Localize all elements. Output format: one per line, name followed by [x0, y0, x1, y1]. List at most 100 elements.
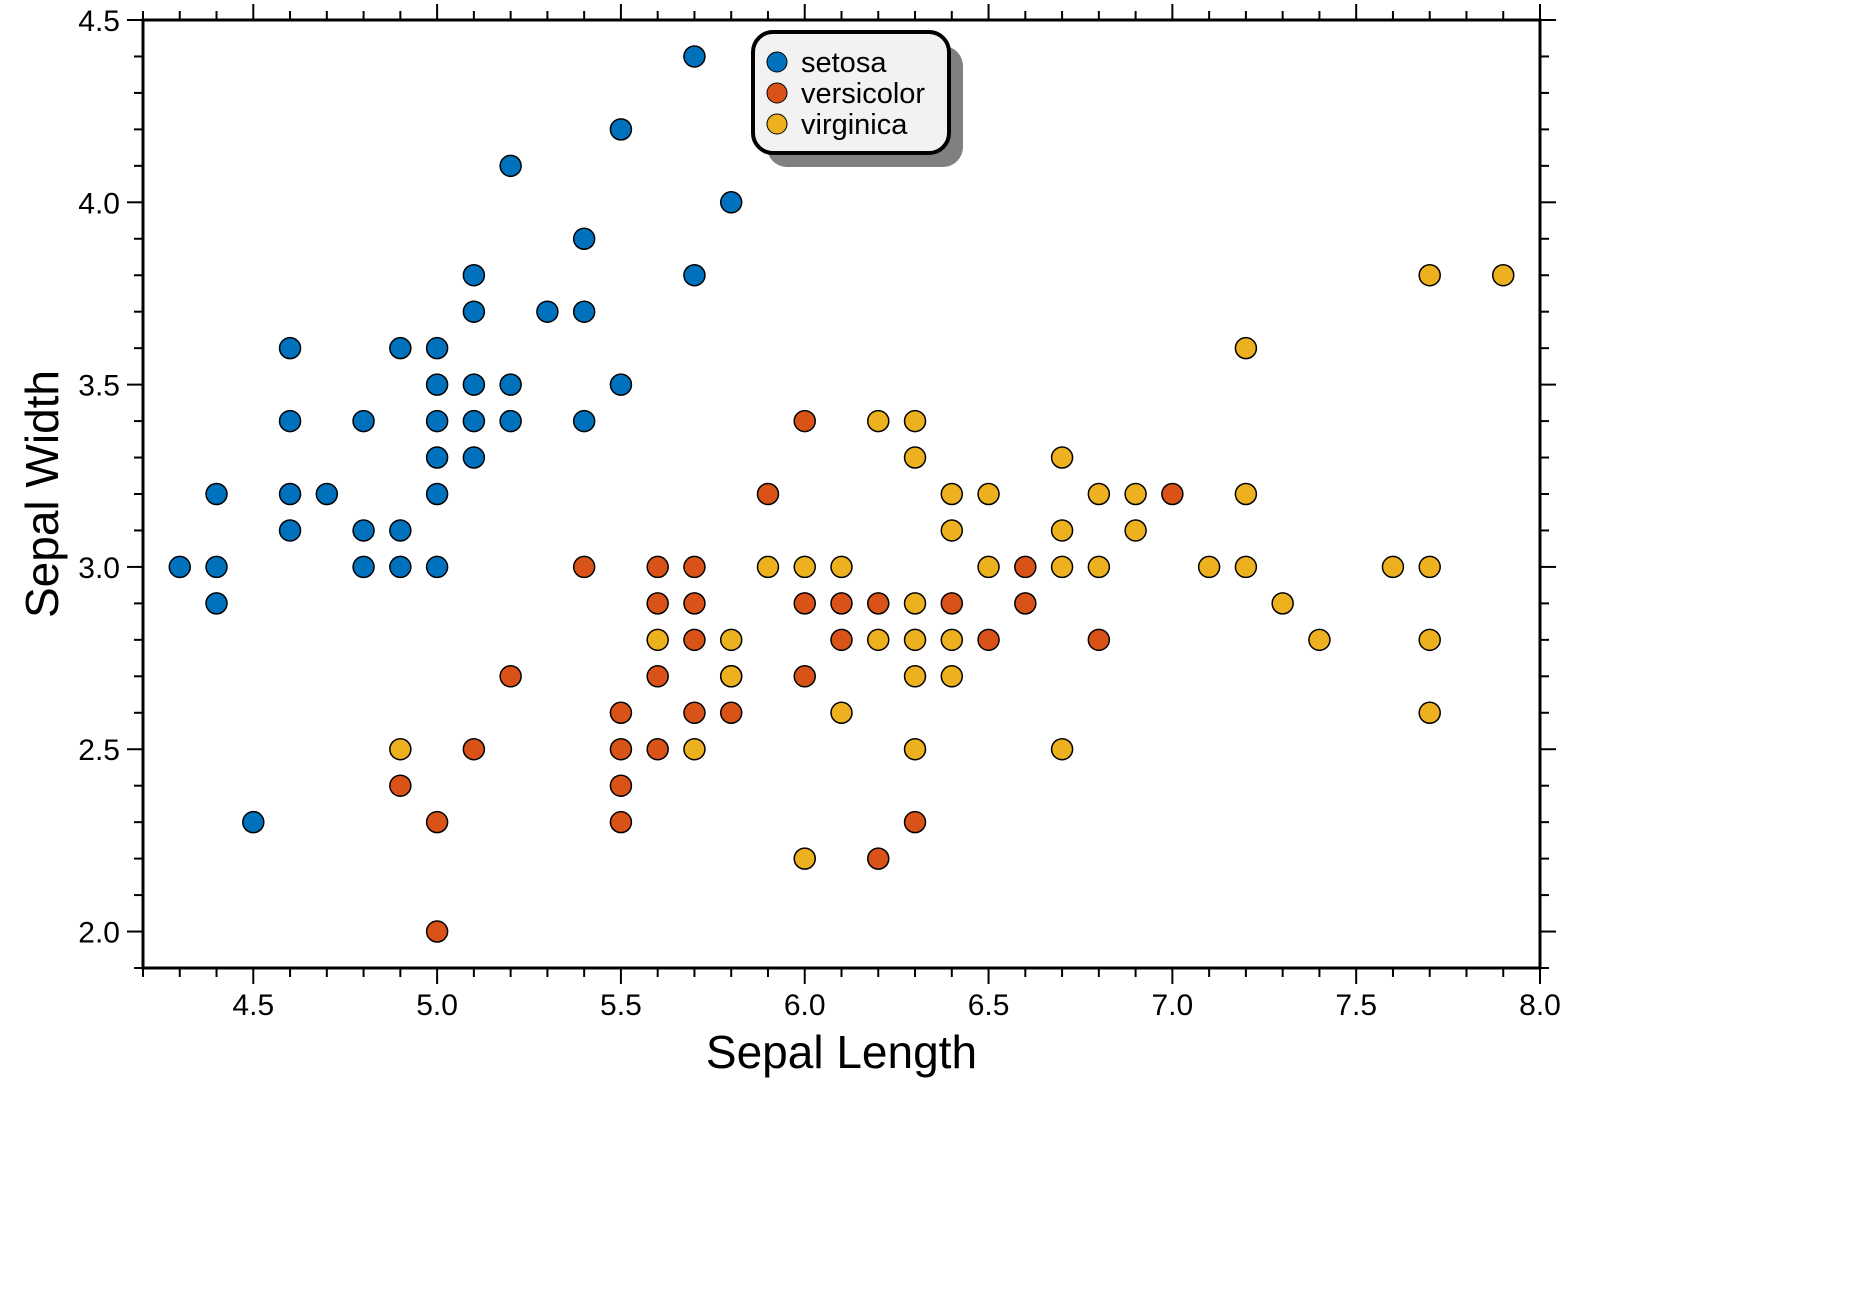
data-point-virginica [903, 446, 927, 469]
data-point-setosa [389, 555, 412, 579]
data-point-versicolor [903, 810, 927, 834]
data-point-virginica [1308, 628, 1331, 652]
data-point-virginica [646, 628, 669, 652]
data-point-setosa [278, 409, 302, 433]
data-point-versicolor [756, 482, 780, 506]
y-tick-label: 3.5 [78, 370, 120, 403]
data-point-setosa [719, 191, 743, 214]
data-point-virginica [1124, 482, 1147, 506]
y-tick-label: 3.0 [78, 552, 120, 585]
data-point-virginica [903, 737, 927, 761]
y-tick-label: 4.5 [78, 5, 120, 38]
data-point-virginica [1271, 592, 1294, 615]
data-point-setosa [278, 519, 302, 542]
data-point-versicolor [1161, 482, 1184, 506]
data-point-setosa [462, 263, 486, 287]
data-point-virginica [1234, 336, 1258, 360]
data-point-virginica [1197, 555, 1221, 579]
data-point-virginica [903, 409, 927, 433]
data-point-versicolor [646, 665, 669, 688]
data-point-setosa [278, 482, 302, 506]
data-point-virginica [830, 555, 853, 579]
data-point-setosa [205, 482, 228, 506]
data-point-virginica [719, 665, 743, 688]
data-point-setosa [499, 409, 522, 433]
data-point-versicolor [609, 737, 633, 761]
data-point-versicolor [830, 592, 853, 615]
x-tick-label: 5.0 [416, 989, 458, 1022]
data-point-setosa [572, 409, 596, 433]
data-point-versicolor [389, 774, 412, 797]
data-point-versicolor [793, 409, 816, 433]
data-point-virginica [1050, 446, 1074, 469]
legend-marker-setosa [766, 51, 788, 73]
data-point-setosa [205, 592, 228, 615]
data-point-virginica [940, 482, 964, 506]
data-point-virginica [940, 519, 964, 542]
data-point-virginica [1418, 701, 1441, 725]
legend-label-setosa: setosa [801, 47, 887, 79]
data-point-virginica [940, 628, 964, 652]
data-point-versicolor [609, 810, 633, 834]
data-point-setosa [425, 555, 449, 579]
data-point-virginica [977, 482, 1000, 506]
data-point-virginica [867, 628, 890, 652]
data-point-setosa [683, 263, 706, 287]
data-point-versicolor [646, 555, 669, 579]
x-tick-label: 8.0 [1519, 989, 1561, 1022]
data-point-versicolor [830, 628, 853, 652]
legend-marker-versicolor [766, 82, 788, 104]
data-point-virginica [1087, 555, 1111, 579]
x-tick-label: 7.0 [1152, 989, 1194, 1022]
data-point-setosa [572, 300, 596, 323]
data-point-versicolor [462, 737, 486, 761]
data-point-versicolor [1014, 555, 1037, 579]
data-point-setosa [389, 519, 412, 542]
data-point-setosa [609, 373, 633, 396]
data-point-versicolor [1087, 628, 1111, 652]
data-point-versicolor [425, 920, 449, 943]
data-point-versicolor [867, 592, 890, 615]
data-point-setosa [683, 45, 706, 68]
data-point-setosa [609, 118, 633, 141]
data-point-virginica [867, 409, 890, 433]
data-point-setosa [425, 482, 449, 506]
data-point-setosa [462, 300, 486, 323]
data-point-versicolor [572, 555, 596, 579]
data-point-setosa [425, 336, 449, 360]
x-tick-label: 4.5 [232, 989, 274, 1022]
data-point-setosa [315, 482, 339, 506]
legend-label-versicolor: versicolor [801, 78, 925, 110]
data-point-versicolor [867, 847, 890, 870]
data-point-versicolor [793, 592, 816, 615]
data-point-virginica [940, 665, 964, 688]
data-point-virginica [1418, 555, 1441, 579]
data-point-setosa [352, 519, 375, 542]
data-point-virginica [1418, 263, 1441, 287]
y-axis-title: Sepal Width [16, 370, 68, 618]
data-point-versicolor [977, 628, 1000, 652]
data-point-virginica [719, 628, 743, 652]
y-tick-label: 2.5 [78, 734, 120, 767]
data-point-virginica [1234, 555, 1258, 579]
data-point-virginica [903, 628, 927, 652]
data-point-versicolor [683, 592, 706, 615]
data-point-versicolor [1014, 592, 1037, 615]
data-point-virginica [903, 592, 927, 615]
data-point-setosa [425, 446, 449, 469]
data-point-versicolor [719, 701, 743, 725]
data-point-versicolor [793, 665, 816, 688]
data-point-setosa [536, 300, 559, 323]
data-point-virginica [1050, 519, 1074, 542]
x-tick-label: 6.5 [968, 989, 1010, 1022]
data-point-setosa [425, 373, 449, 396]
data-point-setosa [572, 227, 596, 251]
x-axis-title: Sepal Length [706, 1026, 977, 1078]
data-point-virginica [1491, 263, 1515, 287]
plot-frame [141, 18, 1542, 970]
data-point-versicolor [646, 592, 669, 615]
data-point-versicolor [683, 628, 706, 652]
data-point-virginica [1050, 555, 1074, 579]
data-point-setosa [205, 555, 228, 579]
